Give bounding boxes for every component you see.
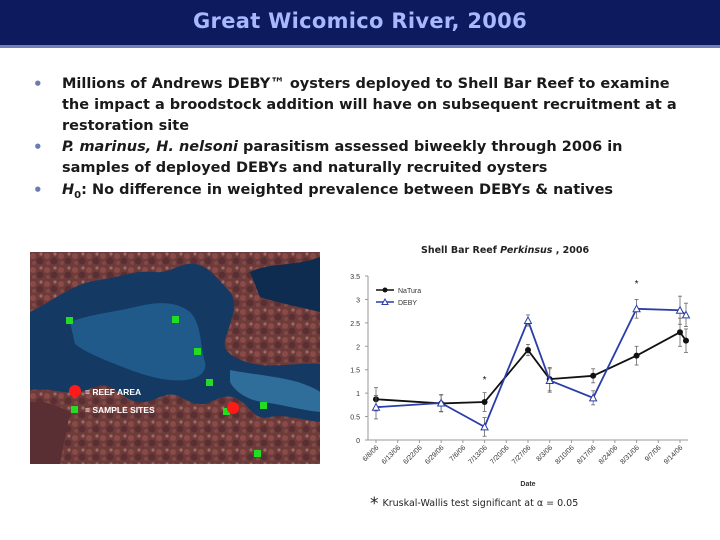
x-tick-label: 8/3/06 bbox=[535, 444, 554, 463]
data-point-natura bbox=[677, 329, 683, 336]
series-line-deby bbox=[375, 307, 687, 429]
reef-area-marker bbox=[227, 402, 239, 414]
sample-site-marker bbox=[66, 317, 73, 324]
x-tick-label: 6/8/06 bbox=[362, 444, 381, 463]
bullet-italic-species: P. marinus, H. nelsoni bbox=[62, 139, 238, 156]
data-point-deby bbox=[632, 304, 641, 313]
bullet-text: parasitism assessed biweekly through 200… bbox=[62, 139, 623, 177]
data-point-deby bbox=[371, 402, 381, 411]
y-tick-label: 2 bbox=[356, 344, 360, 351]
data-point-natura bbox=[590, 372, 597, 379]
x-axis-title: Date bbox=[520, 481, 535, 488]
x-tick-label: 7/20/06 bbox=[489, 444, 511, 466]
data-point-natura bbox=[481, 399, 488, 406]
footnote-text: Kruskal-Wallis test significant at α = 0… bbox=[382, 498, 579, 509]
y-tick-label: 3 bbox=[356, 297, 360, 304]
sample-site-marker bbox=[206, 379, 213, 386]
x-tick-label: 6/22/06 bbox=[402, 444, 424, 466]
legend-label: NaTura bbox=[398, 288, 421, 295]
y-tick-label: 1.5 bbox=[350, 368, 360, 375]
sample-site-marker bbox=[194, 348, 201, 355]
hypothesis-subscript: 0 bbox=[74, 189, 82, 201]
x-tick-label: 9/7/06 bbox=[644, 444, 663, 463]
bullet-item: • P. marinus, H. nelsoni parasitism asse… bbox=[0, 137, 720, 179]
x-tick-label: 8/31/06 bbox=[620, 444, 642, 466]
x-tick-label: 7/13/06 bbox=[468, 444, 490, 466]
satellite-map: = REEF AREA = SAMPLE SITES bbox=[30, 252, 320, 464]
sample-site-marker bbox=[260, 402, 267, 409]
legend-label: DEBY bbox=[398, 300, 417, 307]
map-image: = REEF AREA = SAMPLE SITES bbox=[30, 252, 320, 464]
bullet-icon: • bbox=[33, 138, 43, 157]
x-tick-label: 9/14/06 bbox=[663, 444, 685, 466]
footnote-star: * bbox=[370, 494, 379, 514]
chart-title: Shell Bar Reef Perkinsus , 2006 bbox=[421, 245, 589, 256]
bullet-icon: • bbox=[33, 180, 43, 199]
y-tick-label: 1 bbox=[356, 391, 360, 398]
data-point-natura bbox=[525, 347, 531, 354]
chart-title-prefix: Shell Bar Reef bbox=[421, 245, 501, 256]
data-point-deby bbox=[480, 422, 489, 431]
significance-mark: * bbox=[635, 279, 639, 290]
y-tick-label: 2.5 bbox=[350, 321, 360, 328]
data-point-natura bbox=[683, 337, 689, 344]
prevalence-chart: 0 0.5 1 1.5 2 2.5 3 3.5 6/8/06 6/13/06 6/22/06 6/29… bbox=[350, 274, 691, 488]
legend-sample-icon bbox=[71, 406, 78, 413]
data-point-deby bbox=[523, 315, 533, 325]
bullet-item: • H0: No difference in weighted prevalen… bbox=[0, 180, 720, 207]
y-tick-label: 3.5 bbox=[350, 274, 360, 281]
data-point-natura bbox=[633, 352, 640, 359]
x-tick-label: 7/27/06 bbox=[511, 444, 533, 466]
legend-reef-label: = REEF AREA bbox=[85, 387, 141, 397]
data-point-deby bbox=[545, 375, 555, 384]
legend-reef-icon bbox=[69, 385, 81, 397]
data-point-deby bbox=[675, 305, 685, 314]
title-bar: Great Wicomico River, 2006 bbox=[0, 0, 720, 48]
x-tick-label: 6/29/06 bbox=[424, 444, 446, 466]
hypothesis-symbol: H bbox=[62, 181, 75, 198]
chart-title-suffix: , 2006 bbox=[552, 245, 590, 256]
legend-marker bbox=[381, 297, 389, 305]
chart-title-species: Perkinsus bbox=[500, 245, 553, 256]
sample-site-marker bbox=[254, 450, 261, 457]
sample-site-marker bbox=[223, 408, 230, 415]
slide-title: Great Wicomico River, 2006 bbox=[193, 9, 527, 33]
bullet-text: : No difference in weighted prevalence b… bbox=[81, 181, 614, 198]
bullet-icon: • bbox=[33, 75, 43, 93]
footnote: * Kruskal-Wallis test significant at α = … bbox=[370, 494, 578, 514]
y-tick-label: 0 bbox=[356, 438, 360, 445]
bullet-list: • Millions of Andrews DEBY™ oysters depl… bbox=[0, 74, 720, 208]
sample-site-marker bbox=[172, 316, 179, 323]
x-tick-label: 8/17/06 bbox=[576, 444, 598, 466]
bullet-text: Millions of Andrews DEBY™ oysters deploy… bbox=[62, 76, 677, 134]
bullet-item: • Millions of Andrews DEBY™ oysters depl… bbox=[0, 74, 720, 136]
data-point-deby bbox=[588, 393, 598, 402]
significance-mark: * bbox=[483, 375, 487, 386]
x-tick-label: 7/6/06 bbox=[449, 444, 468, 463]
legend-sample-label: = SAMPLE SITES bbox=[85, 405, 155, 415]
x-tick-label: 8/24/06 bbox=[598, 444, 620, 466]
series-line-natura bbox=[375, 331, 687, 405]
data-point-deby bbox=[436, 398, 446, 407]
y-tick-label: 0.5 bbox=[350, 415, 360, 422]
legend-marker bbox=[382, 287, 388, 293]
data-point-deby bbox=[681, 310, 691, 319]
x-tick-label: 6/13/06 bbox=[381, 444, 403, 466]
x-tick-label: 8/10/06 bbox=[554, 444, 576, 466]
